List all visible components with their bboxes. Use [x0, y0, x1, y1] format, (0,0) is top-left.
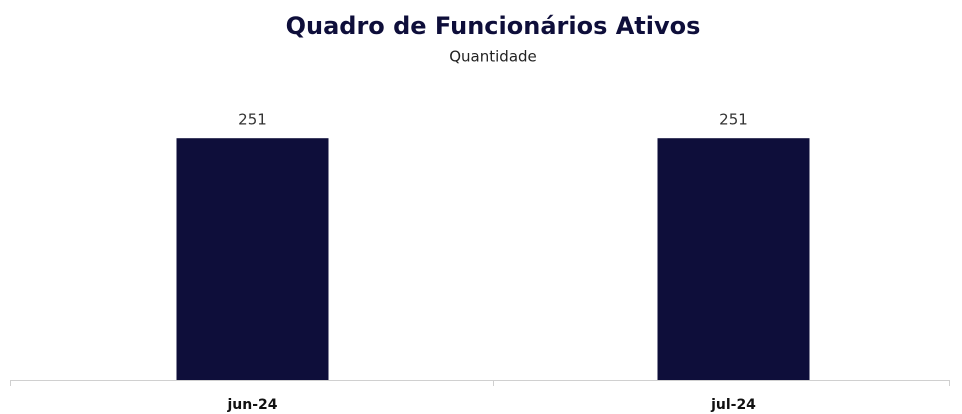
bar: [176, 138, 329, 380]
x-tick-label: jul-24: [710, 397, 756, 413]
value-label: 251: [719, 111, 748, 129]
chart-subtitle: Quantidade: [449, 48, 537, 66]
x-axis: [10, 380, 950, 386]
chart-title: Quadro de Funcionários Ativos: [286, 12, 701, 40]
x-tick-label: jun-24: [226, 397, 277, 413]
bar: [657, 138, 810, 380]
value-label: 251: [238, 111, 267, 129]
